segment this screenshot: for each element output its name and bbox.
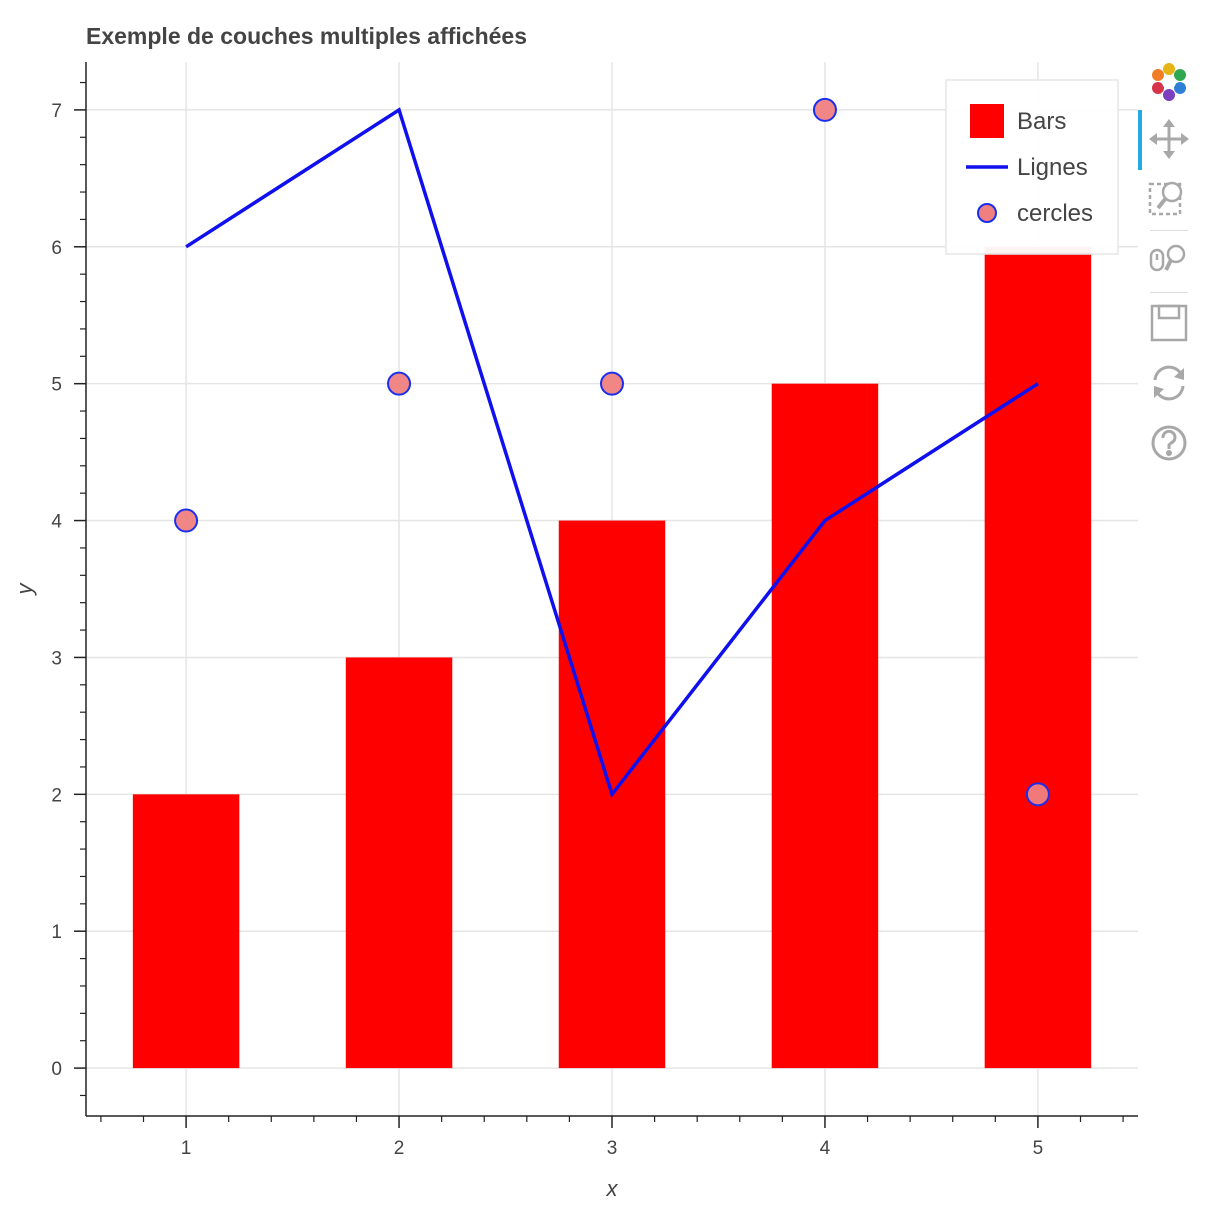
y-tick-label: 4 — [51, 512, 62, 533]
toolbar-separator — [1150, 230, 1188, 231]
x-tick-label: 4 — [820, 1138, 831, 1159]
scatter-point — [1025, 782, 1050, 807]
y-tick-label: 6 — [51, 238, 62, 259]
y-tick-label: 5 — [51, 375, 62, 396]
bar — [984, 246, 1092, 1069]
legend: Bars Lignes cercles — [945, 79, 1119, 255]
bar — [771, 383, 879, 1069]
x-tick-label: 2 — [394, 1138, 405, 1159]
bokeh-logo-icon[interactable] — [1146, 60, 1192, 106]
y-tick-label: 2 — [51, 785, 62, 806]
save-tool-icon[interactable] — [1146, 300, 1192, 346]
scatter-point — [387, 371, 412, 396]
reset-tool-icon[interactable] — [1146, 360, 1192, 406]
wheel-zoom-tool-icon[interactable] — [1146, 238, 1192, 284]
pan-tool-icon[interactable] — [1146, 116, 1192, 162]
y-tick-label: 7 — [51, 101, 62, 122]
lines-layer — [185, 107, 1039, 799]
legend-label: Bars — [1017, 108, 1066, 135]
y-axis-label: y — [12, 582, 37, 597]
legend-label: cercles — [1017, 200, 1093, 227]
circles-layer — [174, 97, 1050, 807]
toolbar — [1138, 58, 1200, 478]
x-tick-label: 3 — [607, 1138, 618, 1159]
legend-label: Lignes — [1017, 154, 1088, 181]
x-tick-label: 1 — [181, 1138, 192, 1159]
bar — [345, 657, 453, 1069]
chart-title: Exemple de couches multiples affichées — [86, 23, 527, 49]
x-tick-label: 5 — [1033, 1138, 1044, 1159]
scatter-point — [174, 508, 199, 533]
legend-swatch-bar — [970, 104, 1004, 138]
toolbar-separator — [1150, 292, 1188, 293]
x-axis-label: x — [606, 1176, 619, 1201]
legend-swatch-circle — [977, 203, 997, 223]
active-tool-indicator — [1138, 110, 1142, 170]
bar — [132, 794, 240, 1069]
y-tick-label: 0 — [51, 1059, 62, 1080]
scatter-point — [812, 97, 837, 122]
scatter-point — [600, 371, 624, 396]
series-line — [185, 107, 1039, 799]
axes: 1 2 3 4 5 0 1 2 3 4 5 6 7 — [51, 62, 1138, 1159]
box-zoom-tool-icon[interactable] — [1146, 176, 1192, 222]
help-tool-icon[interactable] — [1146, 420, 1192, 466]
y-tick-label: 1 — [51, 922, 62, 943]
y-tick-label: 3 — [51, 648, 62, 669]
